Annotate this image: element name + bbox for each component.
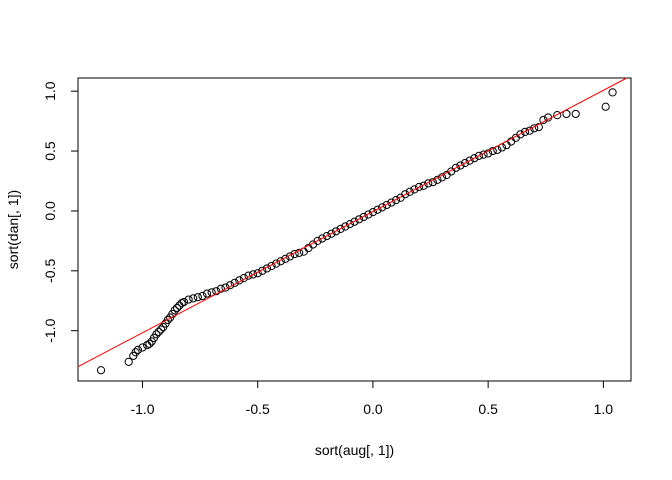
data-point [212,287,221,296]
data-point [470,154,479,163]
data-point [520,127,530,136]
data-point [405,187,414,196]
data-point [479,150,488,159]
data-point [276,257,285,266]
data-point [601,102,610,111]
data-point [163,315,172,325]
data-point [401,190,410,199]
data-point [553,111,562,120]
data-point [368,208,378,217]
data-point [179,297,189,307]
data-point [419,181,428,190]
data-point [410,185,419,194]
x-tick-label: 0.5 [478,401,498,417]
data-point [281,254,290,263]
data-point [484,149,493,158]
data-point [249,270,258,279]
data-point [364,210,373,219]
data-point [424,179,433,188]
reference-line [77,77,628,368]
data-point [258,266,267,275]
data-point [378,203,387,212]
y-axis: -1.0 -0.5 0.0 0.5 1.0 [42,81,79,343]
data-point [156,325,166,334]
data-point [391,196,401,205]
data-point [267,261,276,271]
data-point [474,151,484,160]
plot-area-frame [77,77,632,382]
data-point [336,224,345,234]
data-point [414,182,424,192]
data-point [345,220,354,229]
data-points [96,88,617,375]
x-axis-title: sort(aug[, 1]) [315,442,394,458]
x-axis: -1.0 -0.5 0.0 0.5 1.0 [130,380,614,417]
data-point [451,163,460,172]
data-point [172,303,182,313]
x-tick-label: 0.0 [363,401,383,417]
data-point [382,200,391,210]
data-point [327,229,336,238]
data-point [152,330,161,339]
reference-line-group [77,77,628,368]
data-point [341,222,350,231]
data-point [290,249,299,259]
y-axis-title: sort(dan[, 1]) [5,190,21,269]
data-point [331,227,341,236]
data-point [313,236,322,245]
x-tick-label: -0.5 [246,401,270,417]
data-point [124,357,133,366]
data-point [461,158,470,168]
data-point [355,215,364,224]
data-point [562,109,571,119]
data-point [285,252,295,261]
data-point [154,327,163,336]
data-point [387,198,396,207]
y-tick-label: 0.0 [42,201,58,221]
data-point [131,348,140,357]
y-tick-label: -0.5 [42,259,58,283]
data-point [571,109,580,119]
data-point [170,306,179,315]
data-point [322,231,331,241]
data-point [184,295,193,304]
data-point [202,289,212,298]
y-tick-label: -1.0 [42,318,58,342]
data-point [138,343,147,352]
data-point [133,345,143,354]
data-point [193,293,202,302]
data-point [295,248,304,257]
data-point [272,259,281,268]
data-point [216,284,225,293]
data-point [189,294,198,303]
data-point [262,264,272,273]
data-point [350,217,359,226]
data-point [198,291,207,301]
data-point [359,212,368,222]
data-point [96,366,106,375]
data-point [373,205,382,214]
x-tick-label: -1.0 [130,401,154,417]
data-point [318,234,327,243]
data-point [145,339,154,348]
y-tick-label: 1.0 [42,81,58,101]
x-tick-label: 1.0 [594,401,614,417]
data-point [534,123,543,132]
data-point [465,156,474,165]
data-point [488,146,497,156]
data-point [253,269,262,278]
y-tick-label: 0.5 [42,141,58,161]
data-point [608,88,617,97]
data-point [516,130,525,139]
data-point [456,161,465,170]
